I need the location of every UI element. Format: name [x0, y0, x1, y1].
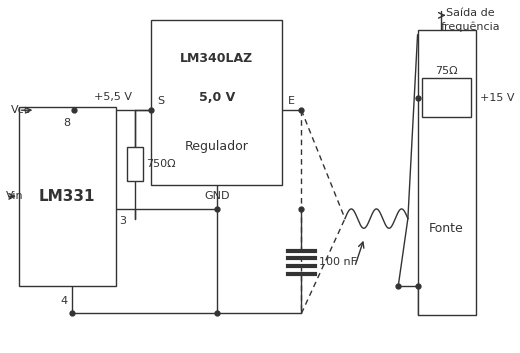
Text: 4: 4	[60, 296, 67, 306]
Text: +5,5 V: +5,5 V	[94, 92, 132, 102]
Text: 75Ω: 75Ω	[435, 66, 458, 76]
Text: 5,0 V: 5,0 V	[199, 91, 235, 104]
Text: +15 V: +15 V	[480, 92, 515, 103]
Text: Regulador: Regulador	[185, 139, 249, 152]
Text: S: S	[157, 96, 164, 106]
Text: 100 nF: 100 nF	[319, 257, 357, 267]
Text: Saída de: Saída de	[447, 8, 495, 18]
Text: 8: 8	[63, 118, 70, 128]
Text: 750Ω: 750Ω	[147, 160, 176, 169]
Bar	[151, 20, 282, 185]
Text: LM340LAZ: LM340LAZ	[180, 52, 253, 65]
Text: Vin: Vin	[6, 191, 24, 201]
Text: Vcc: Vcc	[11, 105, 31, 115]
Text: frequência: frequência	[441, 22, 501, 32]
Bar	[19, 107, 115, 286]
Text: GND: GND	[204, 191, 229, 201]
Text: Fonte: Fonte	[429, 222, 464, 235]
Text: 3: 3	[120, 216, 126, 226]
Text: LM331: LM331	[39, 189, 96, 204]
Bar	[422, 78, 471, 117]
Bar	[418, 30, 476, 315]
Bar	[127, 148, 142, 181]
Text: E: E	[288, 96, 295, 106]
